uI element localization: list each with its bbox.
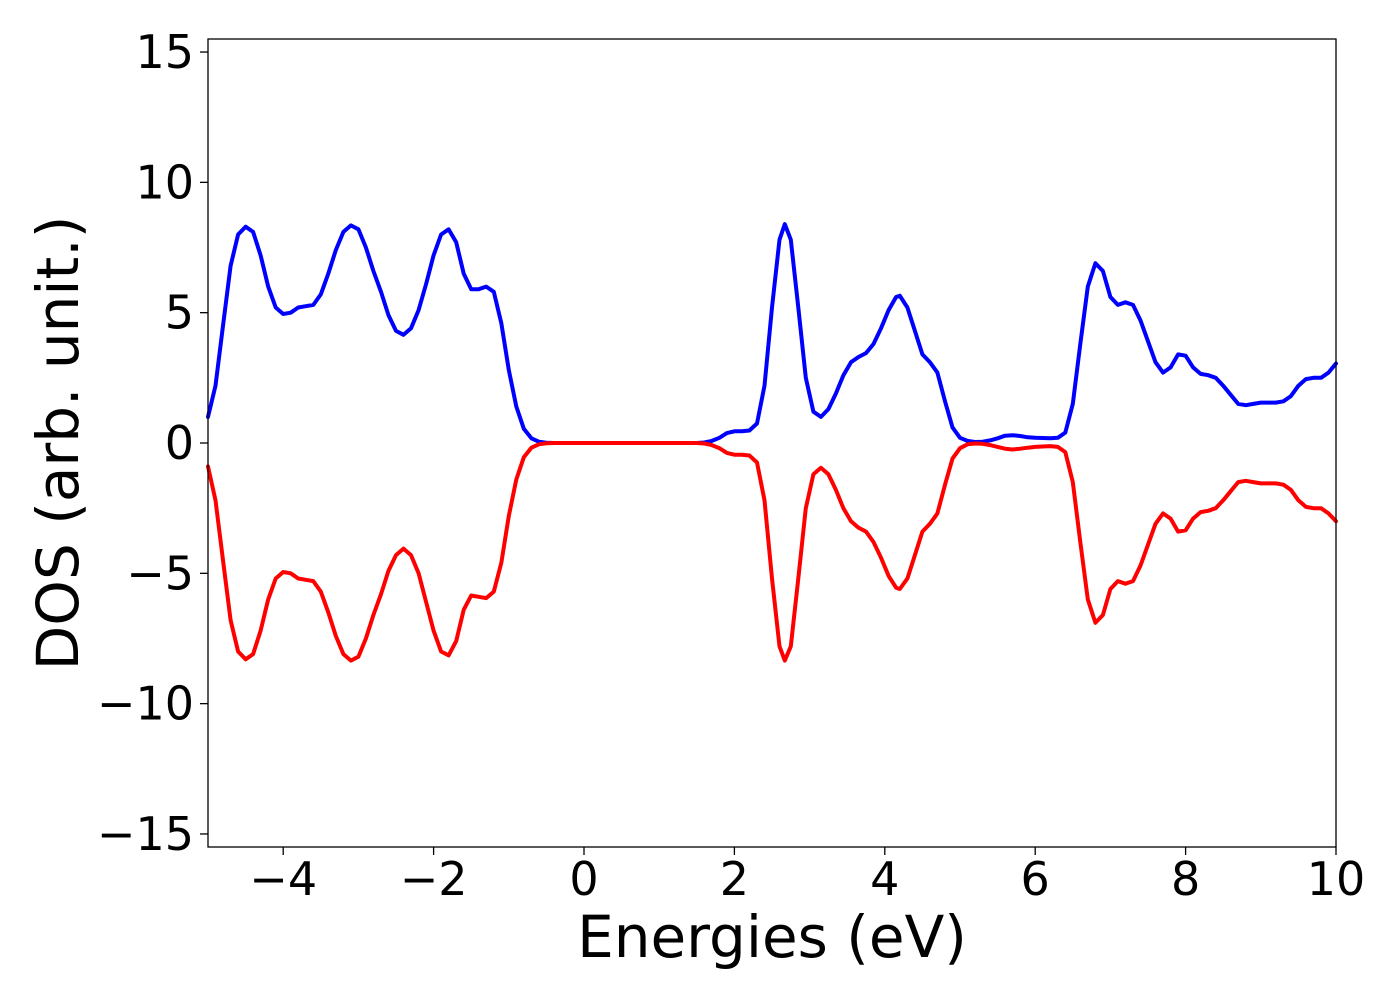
x-axis-ticks: −4 −2 0 2 4 6 8 10 [249, 847, 1365, 906]
y-axis-title: DOS (arb. unit.) [24, 216, 92, 671]
x-tick-label: 4 [870, 852, 899, 906]
x-tick-label: 6 [1021, 852, 1050, 906]
plot-area-frame [207, 38, 1337, 848]
x-tick-label: 0 [569, 852, 598, 906]
y-tick-label: 5 [165, 286, 194, 340]
series-layer [206, 222, 1338, 663]
y-tick-label: 0 [165, 416, 194, 470]
x-tick-label: 8 [1171, 852, 1200, 906]
y-tick-label: −5 [126, 546, 194, 600]
y-tick-label: −10 [97, 677, 194, 731]
series-line-0 [206, 222, 1338, 445]
x-tick-label: −4 [249, 852, 317, 906]
x-tick-label: −2 [400, 852, 468, 906]
y-tick-label: 15 [135, 25, 194, 79]
x-tick-label: 10 [1307, 852, 1366, 906]
y-tick-label: 10 [135, 155, 194, 209]
y-tick-label: −15 [97, 807, 194, 861]
series-line-1 [206, 441, 1338, 663]
y-axis-ticks: 15 10 5 0 −5 −10 −15 [97, 25, 208, 861]
x-tick-label: 2 [720, 852, 749, 906]
x-axis-title: Energies (eV) [577, 903, 967, 971]
